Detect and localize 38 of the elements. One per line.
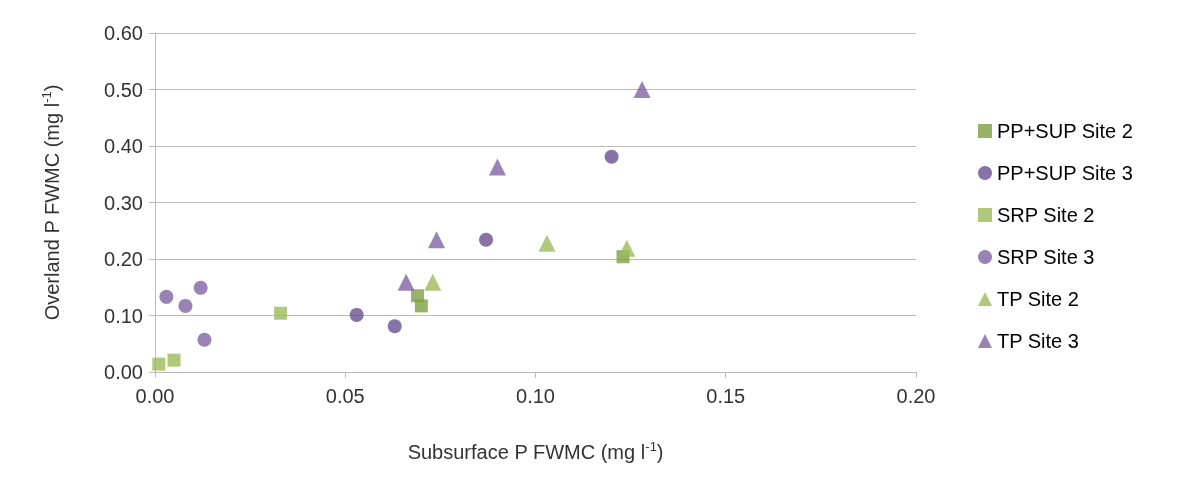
- y-axis-title: Overland P FWMC (mg l-1): [39, 84, 63, 321]
- point: [538, 234, 556, 252]
- point: [618, 239, 636, 257]
- x-tick-label: 0.10: [516, 385, 555, 407]
- point: [414, 299, 428, 313]
- point: [349, 307, 364, 322]
- point: [167, 353, 181, 367]
- y-tick-label: 0.20: [104, 248, 143, 270]
- point: [424, 273, 442, 291]
- y-tick-label: 0.10: [104, 304, 143, 327]
- point: [193, 280, 208, 295]
- legend-label: TP Site 3: [997, 330, 1079, 352]
- point: [428, 231, 446, 249]
- legend-label: SRP Site 2: [997, 204, 1095, 226]
- point: [387, 319, 402, 334]
- y-tick-label: 0.50: [104, 78, 143, 101]
- y-tick-label: 0.40: [104, 135, 143, 157]
- point: [397, 273, 415, 291]
- point: [197, 332, 212, 347]
- legend-label: TP Site 2: [997, 288, 1079, 310]
- point: [633, 81, 651, 98]
- point: [479, 232, 494, 247]
- legend-label: PP+SUP Site 3: [997, 162, 1133, 184]
- x-tick-label: 0.00: [135, 385, 175, 407]
- point: [274, 306, 288, 320]
- point: [159, 289, 174, 304]
- x-tick-label: 0.20: [896, 385, 936, 407]
- x-tick-label: 0.15: [706, 385, 746, 407]
- legend-label: SRP Site 3: [997, 246, 1095, 268]
- legend-label: PP+SUP Site 2: [997, 120, 1133, 142]
- point: [604, 149, 619, 164]
- point: [152, 357, 166, 371]
- point: [488, 158, 506, 176]
- x-tick-label: 0.05: [325, 385, 365, 407]
- y-tick-label: 0.00: [104, 361, 143, 383]
- y-tick-label: 0.60: [104, 22, 143, 44]
- point: [178, 298, 193, 313]
- y-tick-label: 0.30: [104, 191, 143, 214]
